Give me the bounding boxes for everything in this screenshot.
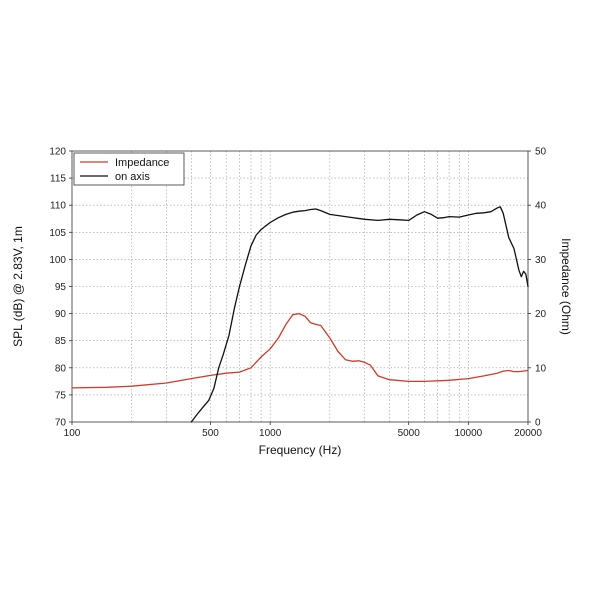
y-tick-label: 90 xyxy=(55,309,67,320)
series-layer xyxy=(71,206,529,423)
y-tick-label: 70 xyxy=(55,418,67,429)
y-tick-label: 110 xyxy=(50,201,66,212)
y-tick-label: 105 xyxy=(49,228,66,239)
legend: Impedance on axis xyxy=(73,152,185,186)
x-tick-label: 20000 xyxy=(514,428,542,439)
y2-tick-label: 20 xyxy=(535,309,547,320)
y2-axis-label: Impedance (Ohm) xyxy=(559,238,573,335)
y-tick-label: 95 xyxy=(55,282,67,293)
legend-entry-on-axis: on axis xyxy=(115,171,150,183)
x-tick-label: 5000 xyxy=(398,428,421,439)
y2-tick-label: 30 xyxy=(535,255,547,266)
series-line-impedance xyxy=(71,312,529,389)
series-line-on-axis xyxy=(190,206,529,423)
x-axis-label: Frequency (Hz) xyxy=(259,443,342,457)
y2-tick-label: 0 xyxy=(535,418,541,429)
y-tick-label: 75 xyxy=(55,390,67,401)
y-tick-label: 80 xyxy=(55,363,67,374)
x-tick-label: 100 xyxy=(64,428,81,439)
x-tick-label: 1000 xyxy=(259,428,282,439)
y2-tick-label: 10 xyxy=(535,363,547,374)
legend-box xyxy=(73,152,185,186)
y-tick-label: 85 xyxy=(55,336,67,347)
x-tick-label: 500 xyxy=(202,428,219,439)
y2-tick-label: 40 xyxy=(535,201,547,212)
legend-entry-impedance: Impedance xyxy=(115,157,169,169)
y2-tick-label: 50 xyxy=(535,147,547,158)
y-tick-label: 100 xyxy=(49,255,66,266)
y-tick-label: 120 xyxy=(49,147,66,158)
x-tick-label: 10000 xyxy=(454,428,482,439)
y-axis-label: SPL (dB) @ 2.83V, 1m xyxy=(11,226,25,347)
y-tick-label: 115 xyxy=(50,174,66,185)
axis-ticks: 100 500 1000 5000 10000 200007075808590951001… xyxy=(49,147,546,440)
